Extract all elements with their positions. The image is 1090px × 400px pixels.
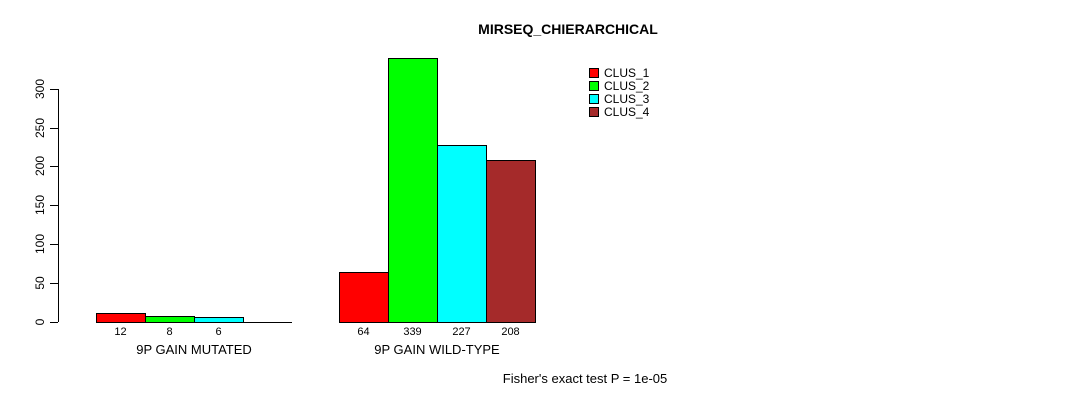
bar-value-label: 6 — [215, 326, 222, 338]
bar-value-label: 227 — [452, 326, 471, 338]
chart-title: MIRSEQ_CHIERARCHICAL — [478, 21, 658, 37]
legend-row: CLUS_4 — [589, 104, 650, 119]
y-axis-tick — [50, 166, 58, 168]
bar — [194, 317, 244, 323]
legend-swatch-icon — [589, 106, 599, 117]
y-axis-tick-label: 150 — [33, 195, 47, 216]
bar — [486, 160, 536, 323]
bar — [437, 145, 487, 323]
bar-value-label: 64 — [357, 326, 370, 338]
y-axis-tick-label: 250 — [33, 117, 47, 138]
legend-swatch-icon — [589, 80, 599, 91]
bar-value-label: 339 — [403, 326, 422, 338]
y-axis-tick — [50, 283, 58, 285]
legend-swatch-icon — [589, 93, 599, 104]
bar-value-label: 208 — [501, 326, 520, 338]
bar-value-label: 12 — [114, 326, 127, 338]
bar — [339, 272, 389, 323]
legend-row: CLUS_3 — [589, 91, 650, 106]
legend-label: CLUS_4 — [604, 104, 650, 119]
bar — [96, 313, 146, 323]
bar — [388, 58, 438, 323]
y-axis-tick-label: 0 — [33, 318, 47, 326]
annotation-text: Fisher's exact test P = 1e-05 — [502, 371, 668, 386]
y-axis-tick-label: 200 — [33, 156, 47, 177]
bar — [145, 316, 195, 323]
legend-label: CLUS_1 — [604, 65, 650, 80]
y-axis-line — [58, 88, 59, 322]
y-axis-tick-label: 50 — [33, 276, 47, 290]
legend-row: CLUS_1 — [589, 65, 650, 80]
legend: CLUS_1 CLUS_2 CLUS_3 CLUS_4 — [589, 65, 650, 119]
bar-value-label: 8 — [166, 326, 173, 338]
legend-swatch-icon — [589, 67, 599, 78]
y-axis-tick — [50, 244, 58, 246]
group-label: 9P GAIN MUTATED — [136, 342, 252, 357]
legend-label: CLUS_3 — [604, 91, 650, 106]
group-label: 9P GAIN WILD-TYPE — [374, 342, 500, 357]
y-axis-tick — [50, 322, 58, 323]
y-axis-tick — [50, 205, 58, 207]
y-axis-tick-label: 100 — [33, 234, 47, 255]
y-axis-tick-label: 300 — [33, 78, 47, 99]
y-axis-tick — [50, 127, 58, 129]
y-axis-tick — [50, 88, 58, 90]
legend-row: CLUS_2 — [589, 78, 650, 93]
legend-label: CLUS_2 — [604, 78, 650, 93]
